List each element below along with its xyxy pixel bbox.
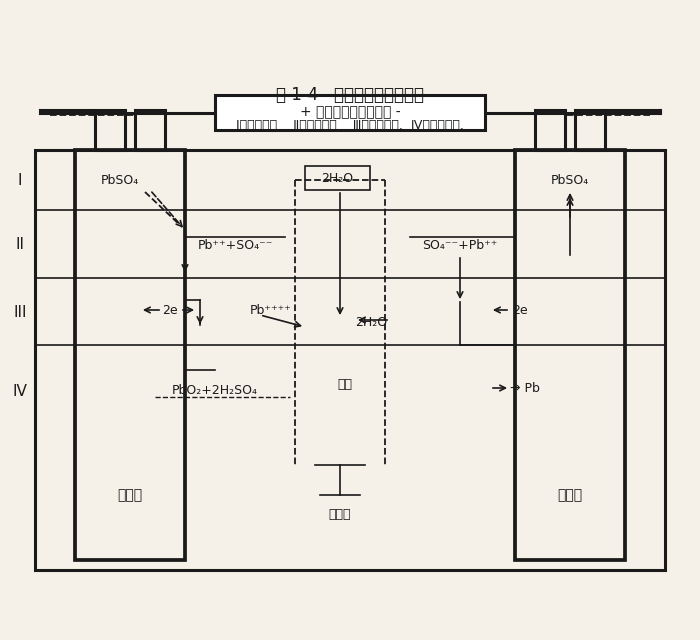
Text: 2e: 2e [162, 303, 178, 317]
Text: 电解液: 电解液 [329, 509, 351, 522]
Text: 图 1-4   铅蓄电池的充电过程: 图 1-4 铅蓄电池的充电过程 [276, 86, 424, 104]
Text: + 充电机或直流发电机 -: + 充电机或直流发电机 - [300, 106, 400, 120]
Bar [35, 150, 665, 570]
Text: Pb⁺⁺+SO₄⁻⁻: Pb⁺⁺+SO₄⁻⁻ [197, 239, 273, 252]
Bar [135, 110, 165, 150]
Bar [515, 150, 625, 560]
Bar [75, 150, 185, 560]
Text: 2e: 2e [512, 303, 528, 317]
Text: Pb⁺⁺⁺⁺: Pb⁺⁺⁺⁺ [250, 303, 292, 317]
Bar [535, 110, 565, 150]
Text: II: II [15, 237, 24, 252]
Text: 隔板: 隔板 [337, 378, 353, 392]
Bar [575, 110, 605, 150]
Text: 2H₂O: 2H₂O [321, 172, 354, 184]
Text: 正极板: 正极板 [118, 488, 143, 502]
Text: 负极板: 负极板 [557, 488, 582, 502]
Text: 2H₂O: 2H₂O [355, 316, 387, 328]
Text: → Pb: → Pb [510, 381, 540, 394]
Text: III: III [13, 305, 27, 319]
Text: Ⅰ一放电状态    Ⅱ一溶解电离    Ⅲ一通入电流.  Ⅳ一充电状态.: Ⅰ一放电状态 Ⅱ一溶解电离 Ⅲ一通入电流. Ⅳ一充电状态. [236, 118, 464, 131]
Text: PbSO₄: PbSO₄ [101, 173, 139, 186]
Text: PbO₂+2H₂SO₄: PbO₂+2H₂SO₄ [172, 383, 258, 397]
Text: SO₄⁻⁻+Pb⁺⁺: SO₄⁻⁻+Pb⁺⁺ [422, 239, 498, 252]
Text: IV: IV [13, 385, 27, 399]
Text: I: I [18, 173, 22, 188]
Bar [95, 110, 125, 150]
Bar [305, 166, 370, 190]
Bar [215, 95, 485, 130]
Text: PbSO₄: PbSO₄ [551, 173, 589, 186]
